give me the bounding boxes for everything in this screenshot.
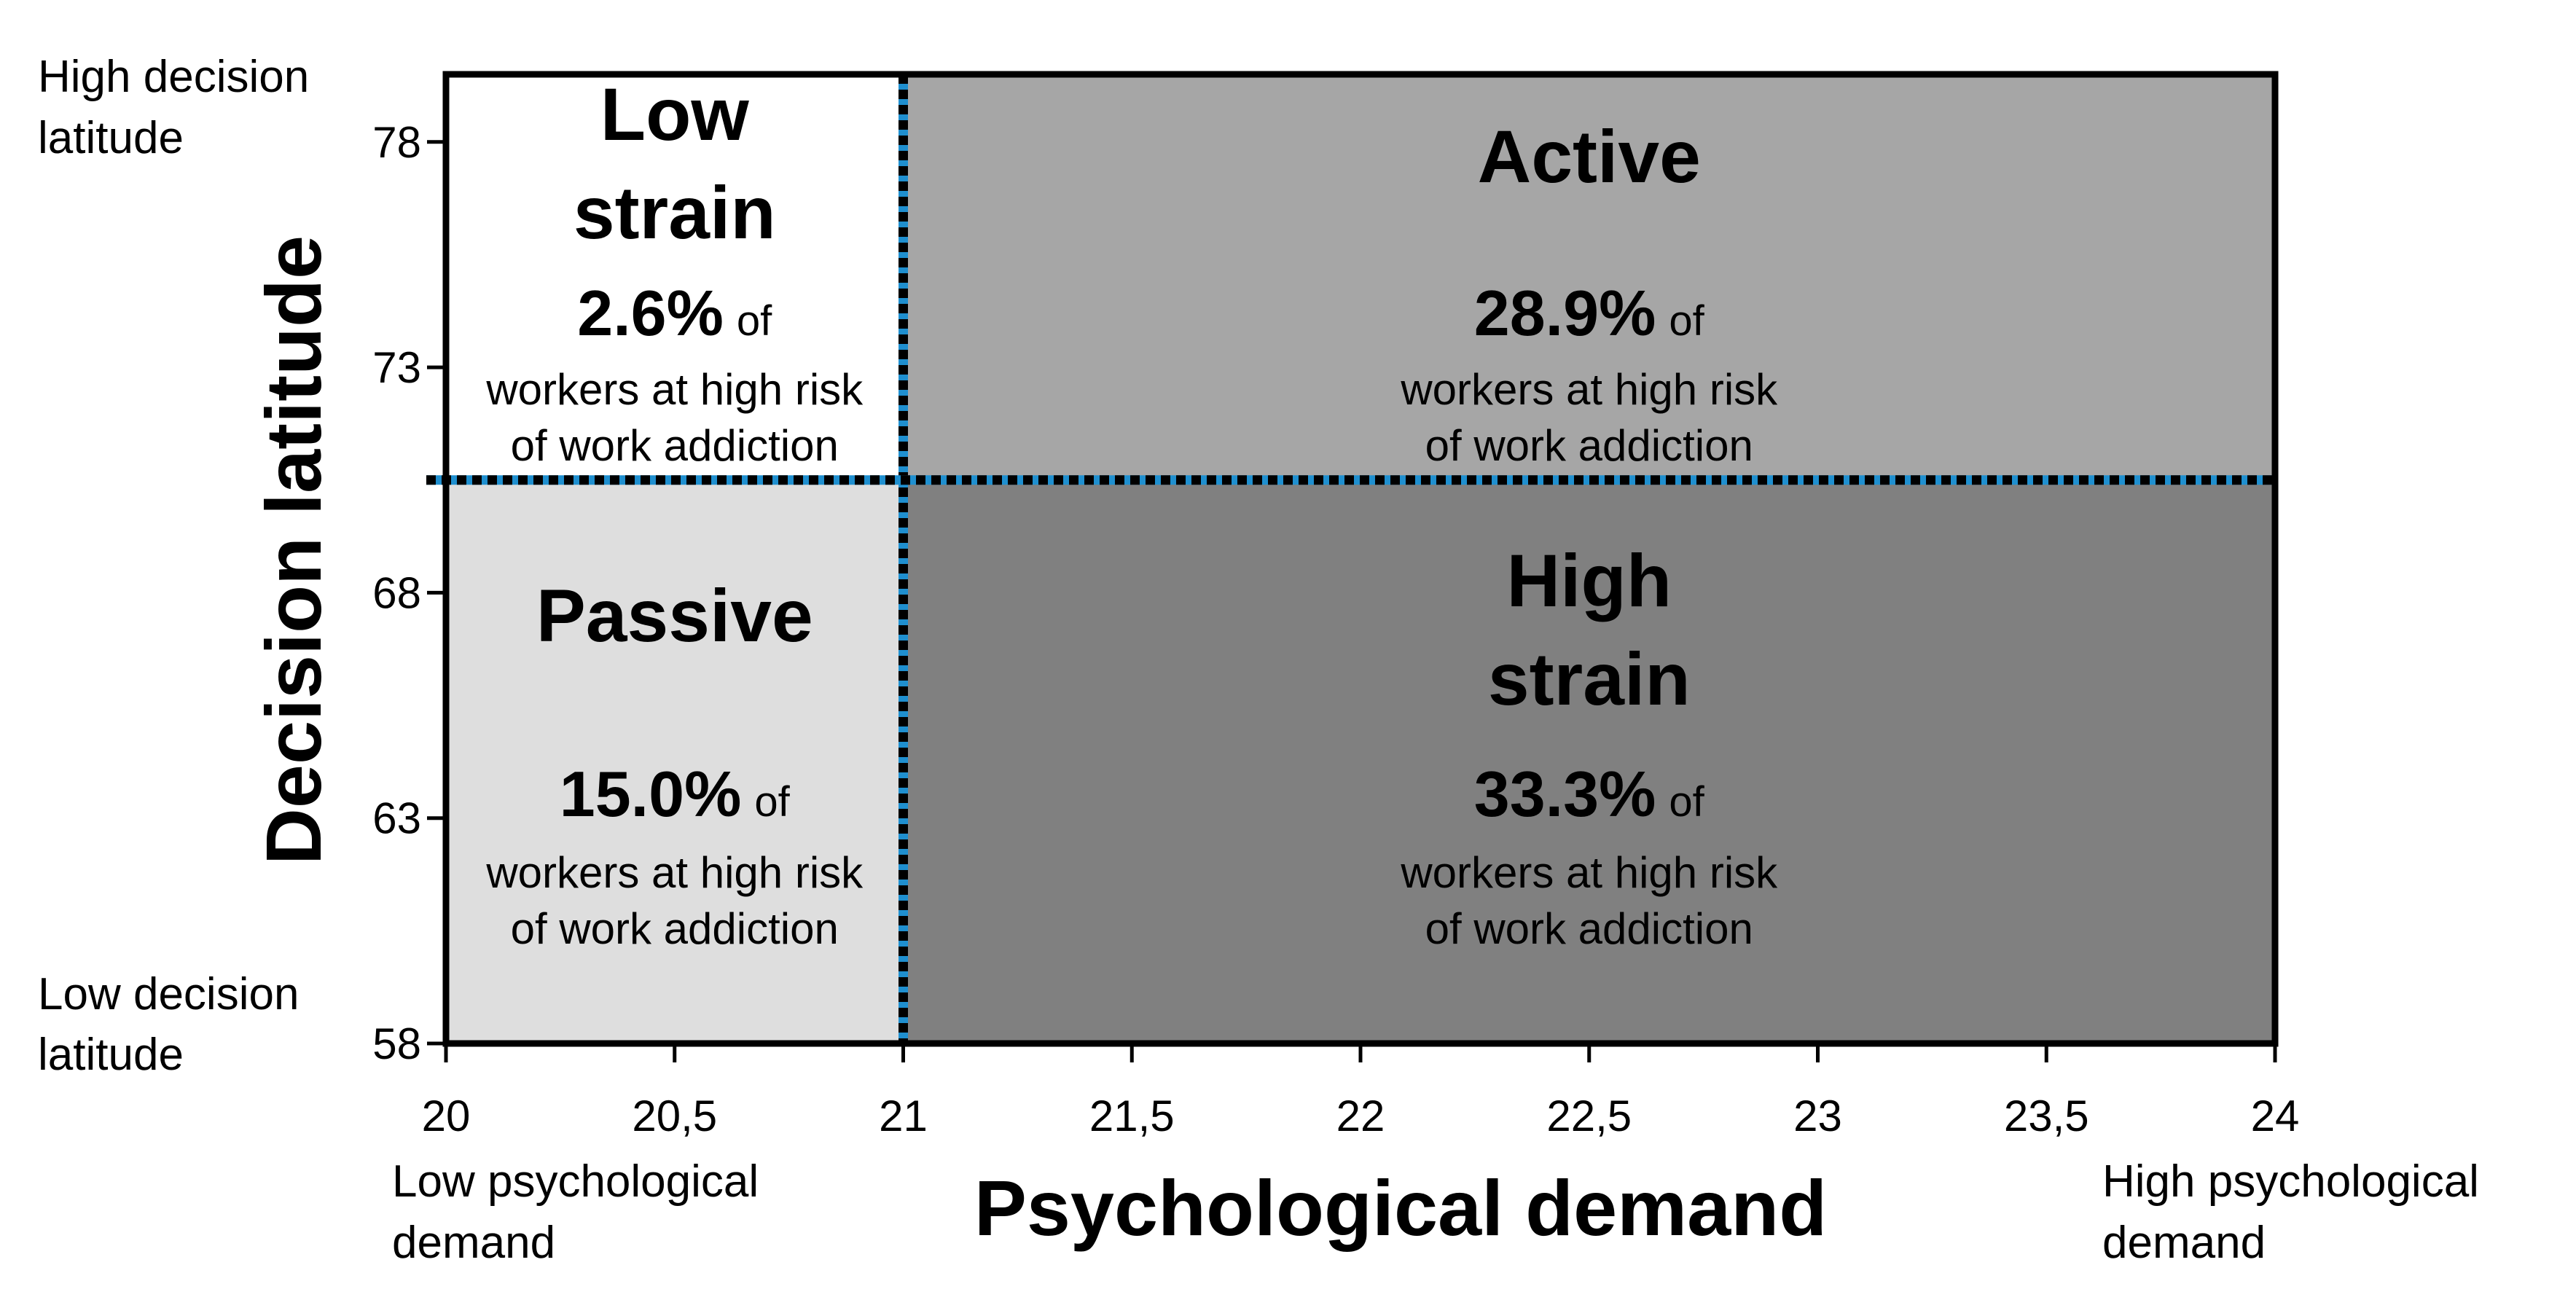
x-tick-label: 22,5 [1546,1092,1632,1140]
axis-extreme-x-high: High psychological [2102,1156,2479,1207]
quadrant-percentage-high-strain: 33.3% of [1474,758,1705,830]
y-tick-label: 63 [372,794,421,843]
percentage-value: 15.0% [560,758,742,830]
quadrant-percentage-low-strain: 2.6% of [577,277,772,349]
y-tick-label: 78 [372,118,421,167]
axis-extreme-y-low: latitude [38,1030,184,1080]
quadrant-dividers [426,74,2275,1043]
percentage-of: of [1669,297,1704,345]
y-tick-label: 58 [372,1019,421,1068]
quadrant-title-high-strain: strain [1488,638,1691,721]
axis-extreme-x-low: Low psychological [392,1156,759,1207]
quadrant-description-high-strain: of work addiction [1425,904,1753,953]
axis-extreme-labels: High decision latitude Low decision latitud… [38,52,2479,1268]
percentage-of: of [754,778,790,826]
x-axis-title: Psychological demand [974,1164,1827,1252]
x-tick-label: 24 [2251,1092,2300,1140]
x-axis: 20 20,5 21 21,5 22 22,5 23 23,5 24 [422,1043,2300,1140]
x-tick-label: 23 [1793,1092,1842,1140]
quadrant-description-low-strain: workers at high risk [485,365,864,414]
x-tick-label: 20,5 [632,1092,717,1140]
x-tick-label: 23,5 [2004,1092,2089,1140]
quadrant-title-passive: Passive [536,574,813,657]
axis-extreme-x-high: demand [2102,1218,2266,1268]
x-tick-label: 21 [879,1092,928,1140]
axis-extreme-y-low: Low decision [38,969,299,1019]
quadrant-title-active: Active [1478,115,1701,198]
quadrant-title-low-strain: strain [573,171,776,254]
x-tick-label: 21,5 [1089,1092,1175,1140]
axis-extreme-y-high: High decision [38,52,309,102]
y-tick-label: 73 [372,343,421,392]
quadrant-description-active: workers at high risk [1400,365,1778,414]
percentage-value: 28.9% [1474,277,1656,349]
axis-extreme-x-low: demand [392,1218,555,1268]
quadrant-description-low-strain: of work addiction [511,421,839,470]
quadrant-labels: Low strain 2.6% of workers at high risk of wo… [485,73,1778,953]
quadrant-percentage-active: 28.9% of [1474,277,1705,349]
quadrant-description-high-strain: workers at high risk [1400,848,1778,897]
quadrant-active [903,74,2275,480]
quadrant-passive [446,479,904,1043]
y-axis-title: Decision latitude [249,235,337,865]
y-axis: 58 63 68 73 78 [372,118,446,1068]
quadrant-percentage-passive: 15.0% of [560,758,791,830]
quadrant-description-passive: workers at high risk [485,848,864,897]
quadrants [446,74,2275,1043]
x-tick-label: 22 [1336,1092,1385,1140]
quadrant-description-active: of work addiction [1425,421,1753,470]
percentage-of: of [737,297,772,345]
percentage-value: 33.3% [1474,758,1656,830]
axis-extreme-y-high: latitude [38,113,184,163]
y-tick-label: 68 [372,568,421,617]
percentage-value: 2.6% [577,277,724,349]
quadrant-low-strain [446,74,904,480]
quadrant-title-low-strain: Low [600,73,750,156]
quadrant-title-high-strain: High [1506,539,1672,622]
quadrant-description-passive: of work addiction [511,904,839,953]
percentage-of: of [1669,778,1704,826]
x-tick-label: 20 [422,1092,471,1140]
quadrant-high-strain [903,479,2275,1043]
